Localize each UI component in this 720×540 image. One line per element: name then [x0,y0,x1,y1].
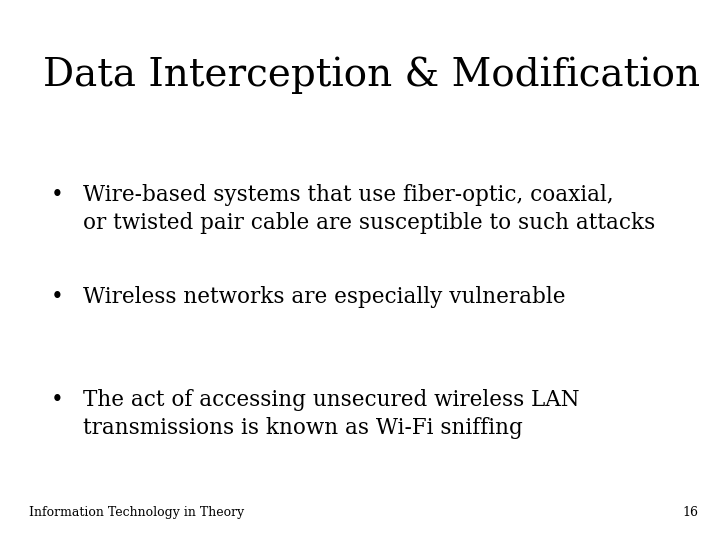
Text: 16: 16 [683,507,698,519]
Text: Information Technology in Theory: Information Technology in Theory [29,507,244,519]
Text: •: • [50,184,63,206]
Text: •: • [50,286,63,308]
Text: Wireless networks are especially vulnerable: Wireless networks are especially vulnera… [83,286,565,308]
Text: •: • [50,389,63,411]
Text: Data Interception & Modification: Data Interception & Modification [43,57,701,94]
Text: The act of accessing unsecured wireless LAN
transmissions is known as Wi-Fi snif: The act of accessing unsecured wireless … [83,389,580,438]
Text: Wire-based systems that use fiber-optic, coaxial,
or twisted pair cable are susc: Wire-based systems that use fiber-optic,… [83,184,655,233]
